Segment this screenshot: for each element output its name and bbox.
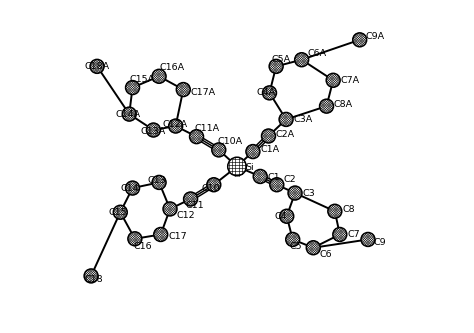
Text: C10: C10	[202, 184, 220, 193]
Circle shape	[228, 157, 246, 176]
Circle shape	[152, 69, 166, 83]
Circle shape	[295, 53, 309, 67]
Text: C12: C12	[177, 211, 195, 220]
Text: C11A: C11A	[195, 124, 220, 133]
Text: C2A: C2A	[275, 130, 294, 139]
Circle shape	[122, 107, 136, 121]
Circle shape	[353, 33, 367, 47]
Text: C8: C8	[342, 205, 355, 214]
Text: C12A: C12A	[163, 120, 188, 129]
Circle shape	[326, 73, 340, 87]
Text: C3: C3	[302, 188, 315, 197]
Circle shape	[246, 145, 260, 159]
Text: C6: C6	[319, 250, 332, 259]
Circle shape	[154, 227, 168, 241]
Text: C8A: C8A	[334, 100, 353, 109]
Text: C14A: C14A	[116, 110, 141, 119]
Text: C7A: C7A	[340, 76, 360, 85]
Circle shape	[328, 204, 342, 218]
Text: C9: C9	[374, 238, 387, 247]
Text: C3A: C3A	[293, 115, 313, 124]
Circle shape	[361, 232, 375, 246]
Text: C13A: C13A	[140, 127, 165, 136]
Circle shape	[126, 81, 139, 95]
Circle shape	[146, 123, 160, 137]
Text: C18A: C18A	[84, 62, 109, 71]
Circle shape	[90, 59, 104, 73]
Text: C7: C7	[347, 230, 360, 239]
Circle shape	[84, 269, 98, 283]
Circle shape	[190, 130, 203, 144]
Circle shape	[280, 209, 294, 223]
Circle shape	[333, 227, 347, 241]
Text: C2: C2	[283, 175, 296, 184]
Text: C1: C1	[267, 172, 280, 181]
Circle shape	[269, 59, 283, 73]
Text: C4: C4	[275, 212, 287, 221]
Circle shape	[306, 241, 320, 255]
Text: C10A: C10A	[217, 137, 242, 146]
Text: Si: Si	[245, 163, 254, 172]
Circle shape	[288, 186, 302, 200]
Text: C6A: C6A	[308, 49, 327, 58]
Text: C5: C5	[290, 241, 302, 251]
Circle shape	[319, 99, 334, 113]
Circle shape	[176, 83, 190, 97]
Text: C13: C13	[147, 176, 166, 185]
Circle shape	[286, 232, 300, 246]
Circle shape	[253, 169, 267, 183]
Text: C5A: C5A	[272, 55, 291, 64]
Circle shape	[183, 192, 198, 206]
Circle shape	[113, 205, 127, 219]
Circle shape	[152, 175, 166, 189]
Text: C16A: C16A	[159, 63, 184, 72]
Text: C14: C14	[120, 183, 139, 192]
Text: C15: C15	[109, 208, 127, 217]
Text: C17: C17	[168, 232, 187, 241]
Circle shape	[207, 178, 221, 192]
Circle shape	[279, 113, 293, 127]
Circle shape	[128, 232, 142, 246]
Circle shape	[262, 129, 275, 143]
Text: C16: C16	[133, 241, 152, 251]
Circle shape	[212, 143, 226, 157]
Circle shape	[263, 86, 276, 100]
Circle shape	[169, 119, 182, 133]
Circle shape	[270, 178, 284, 192]
Text: C1A: C1A	[260, 146, 279, 155]
Text: C11: C11	[186, 201, 204, 210]
Text: C15A: C15A	[129, 75, 155, 84]
Circle shape	[163, 202, 177, 216]
Text: C17A: C17A	[191, 88, 216, 97]
Text: C18: C18	[84, 275, 103, 284]
Text: C9A: C9A	[365, 32, 385, 41]
Text: C4A: C4A	[256, 88, 275, 97]
Circle shape	[126, 181, 139, 195]
